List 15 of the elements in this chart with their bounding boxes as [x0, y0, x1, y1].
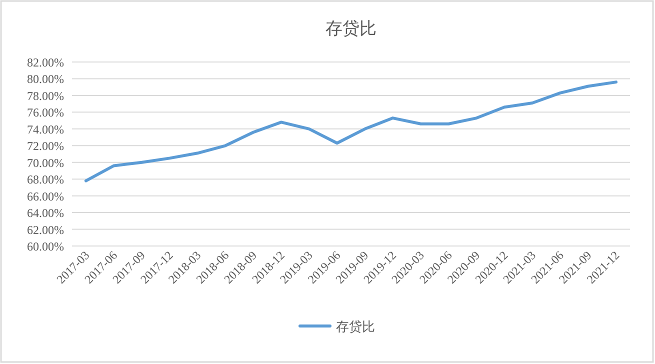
y-tick-label: 72.00% — [27, 139, 64, 154]
y-tick-label: 64.00% — [27, 206, 64, 220]
y-tick-label: 76.00% — [27, 106, 64, 120]
legend-label: 存贷比 — [336, 319, 375, 334]
y-tick-label: 68.00% — [27, 172, 64, 187]
y-tick-label: 60.00% — [27, 240, 64, 254]
title: 存贷比 — [326, 19, 376, 38]
y-tick-label: 80.00% — [27, 72, 64, 86]
y-tick-label: 78.00% — [27, 88, 64, 103]
legend: 存贷比 — [298, 319, 375, 334]
y-tick-label: 66.00% — [27, 189, 64, 204]
y-tick-label: 74.00% — [27, 122, 64, 136]
y-tick-label: 82.00% — [27, 56, 64, 70]
y-tick-label: 70.00% — [27, 156, 64, 170]
y-tick-label: 62.00% — [27, 222, 64, 237]
